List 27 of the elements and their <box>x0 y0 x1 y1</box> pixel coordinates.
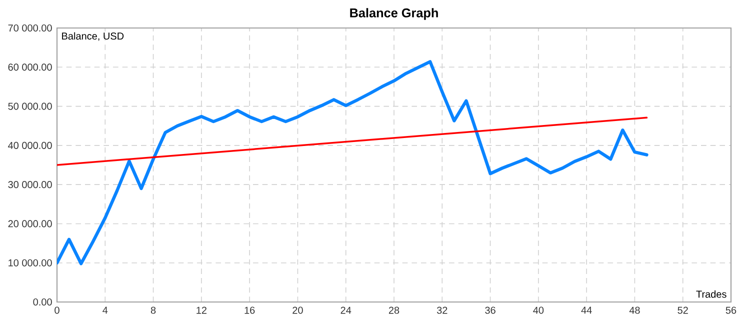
x-tick-label: 8 <box>150 306 156 314</box>
x-tick-label: 4 <box>102 306 108 314</box>
y-tick-label: 20 000.00 <box>8 220 52 228</box>
y-tick-label: 10 000.00 <box>8 259 52 266</box>
x-tick-label: 40 <box>533 306 544 314</box>
y-tick-label: 50 000.00 <box>8 102 52 110</box>
x-tick-label: 0 <box>54 306 60 314</box>
y-tick-label: 40 000.00 <box>8 142 52 149</box>
y-tick-label: 60 000.00 <box>8 64 52 71</box>
x-tick-label: 48 <box>629 306 640 314</box>
x-tick-label: 24 <box>340 306 352 314</box>
x-tick-label: 32 <box>436 306 448 314</box>
line-series <box>57 60 648 266</box>
y-tick-label: 70 000.00 <box>8 24 52 32</box>
x-tick-label: 16 <box>244 306 255 314</box>
x-tick-label: 20 <box>292 306 303 314</box>
x-axis-title: Trades <box>696 290 726 298</box>
x-tick-label: 44 <box>581 306 592 314</box>
x-tick-label: 12 <box>196 306 206 314</box>
y-tick-label: 30 000.00 <box>8 181 52 188</box>
x-tick-label: 36 <box>485 306 496 314</box>
y-tick-label: 0.00 <box>33 298 52 306</box>
x-tick-label: 28 <box>388 306 400 314</box>
chart-title: Balance Graph <box>350 8 438 20</box>
y-axis-title: Balance, USD <box>62 32 124 41</box>
x-tick-label: 52 <box>678 306 688 314</box>
x-tick-label: 56 <box>726 306 736 314</box>
